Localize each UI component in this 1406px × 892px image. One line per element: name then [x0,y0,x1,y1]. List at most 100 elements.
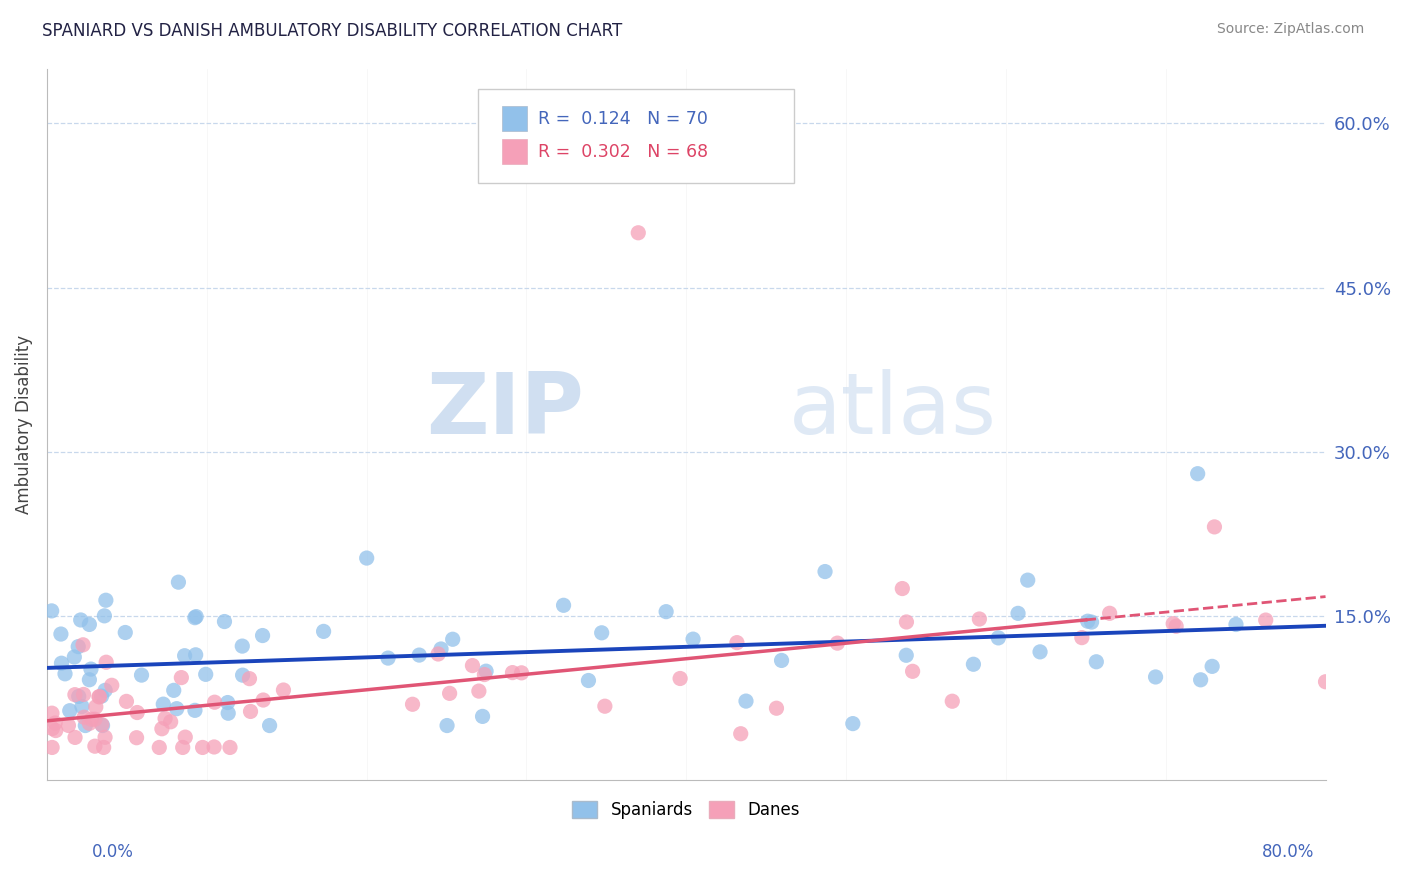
Point [591,625,613,640]
Point [72,638,94,652]
Point [682,632,704,647]
Point [510,665,533,680]
Point [430,642,453,657]
Point [1144,670,1167,684]
Text: 0.0%: 0.0% [91,843,134,861]
Point [842,716,865,731]
Point [72,688,94,702]
Text: ZIP: ZIP [426,368,583,451]
Text: SPANIARD VS DANISH AMBULATORY DISABILITY CORRELATION CHART: SPANIARD VS DANISH AMBULATORY DISABILITY… [42,22,623,40]
Point [896,615,918,629]
Text: Source: ZipAtlas.com: Source: ZipAtlas.com [1216,22,1364,37]
Point [214,615,236,629]
Point [90,689,112,703]
Point [91,718,114,732]
Point [725,635,748,649]
Point [969,612,991,626]
Point [1070,631,1092,645]
Point [1204,520,1226,534]
Point [1254,613,1277,627]
Point [63,688,86,702]
Point [93,740,115,755]
Point [184,609,207,624]
Point [127,706,149,720]
Point [1029,645,1052,659]
Point [501,665,523,680]
Point [239,705,262,719]
Point [80,662,103,676]
Point [49,627,72,641]
Point [63,731,86,745]
Point [174,730,197,744]
Point [58,718,80,732]
Point [51,657,73,671]
Point [94,731,117,745]
Point [468,684,491,698]
Point [115,694,138,708]
Point [1007,607,1029,621]
Legend: Spaniards, Danes: Spaniards, Danes [565,794,807,825]
Point [1166,619,1188,633]
Point [474,667,496,681]
Point [1201,659,1223,673]
Point [941,694,963,708]
Point [53,666,76,681]
Point [891,582,914,596]
Point [83,739,105,754]
Point [89,690,111,704]
Point [578,673,600,688]
Point [593,699,616,714]
Point [553,599,575,613]
Point [217,696,239,710]
Point [41,706,63,721]
Point [63,650,86,665]
Point [191,740,214,755]
Point [41,604,63,618]
Point [84,712,107,726]
Point [45,723,67,738]
Point [730,727,752,741]
Point [436,718,458,732]
Point [150,722,173,736]
Text: R =  0.302   N = 68: R = 0.302 N = 68 [538,143,709,161]
Point [765,701,787,715]
Point [1225,617,1247,632]
Point [90,717,112,731]
Point [1077,614,1099,628]
Point [93,608,115,623]
Point [655,605,678,619]
Point [166,701,188,715]
Text: 80.0%: 80.0% [1263,843,1315,861]
Point [170,671,193,685]
Point [441,632,464,647]
Point [70,699,93,714]
Point [194,667,217,681]
Point [87,690,110,704]
Point [73,710,96,724]
Point [172,740,194,755]
Point [131,668,153,682]
Point [219,740,242,755]
Point [377,651,399,665]
Point [79,617,101,632]
Point [41,740,63,755]
Point [204,695,226,709]
Point [148,740,170,755]
Point [44,716,66,731]
Point [159,714,181,729]
Point [84,699,107,714]
Point [79,673,101,687]
Point [962,657,984,672]
Point [1187,467,1209,481]
Point [67,640,90,654]
Point [69,613,91,627]
Point [896,648,918,663]
Point [96,655,118,669]
Point [814,565,837,579]
Point [125,731,148,745]
Point [1085,655,1108,669]
Point [231,639,253,653]
Point [461,658,484,673]
Point [669,672,692,686]
Point [770,653,793,667]
